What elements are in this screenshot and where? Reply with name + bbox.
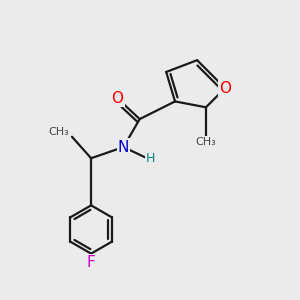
Text: O: O	[219, 81, 231, 96]
Text: N: N	[118, 140, 129, 154]
Text: H: H	[146, 152, 155, 165]
Text: CH₃: CH₃	[196, 137, 216, 147]
Text: O: O	[112, 91, 124, 106]
Text: CH₃: CH₃	[48, 127, 69, 137]
Text: F: F	[87, 255, 95, 270]
